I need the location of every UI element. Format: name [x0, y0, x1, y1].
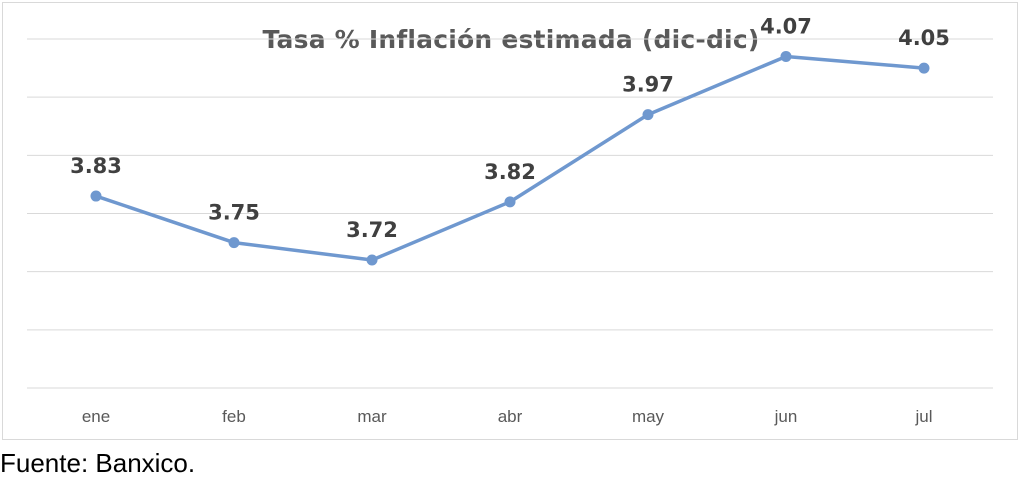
- series-line-layer: [94, 54, 926, 262]
- grid-lines: [27, 38, 993, 389]
- data-point: [918, 62, 930, 74]
- data-label: 3.75: [208, 201, 260, 225]
- chart-area: Tasa % Inflación estimada (dic-dic) ene f…: [2, 2, 1018, 440]
- data-point: [642, 109, 654, 121]
- x-tick-label: feb: [222, 407, 246, 426]
- data-label: 3.83: [70, 154, 122, 178]
- x-tick-label: mar: [357, 407, 387, 426]
- data-point: [504, 196, 516, 208]
- x-tick-labels: ene feb mar abr may jun jul: [82, 407, 933, 426]
- x-tick-label: jul: [914, 407, 932, 426]
- x-tick-label: abr: [498, 407, 523, 426]
- x-tick-label: may: [632, 407, 665, 426]
- data-label: 3.72: [346, 218, 398, 242]
- data-point: [90, 190, 102, 202]
- line-chart: ene feb mar abr may jun jul 3.833.753.723.823.…: [27, 14, 993, 426]
- source-note: Fuente: Banxico.: [0, 448, 196, 478]
- data-label: 3.97: [622, 73, 674, 97]
- data-point: [228, 237, 240, 249]
- data-point: [780, 50, 792, 62]
- data-point: [366, 254, 378, 266]
- data-labels: 3.83 3.75 3.72 3.82 3.97 4.07 4.05: [70, 14, 950, 242]
- x-tick-label: ene: [82, 407, 110, 426]
- x-tick-label: jun: [774, 407, 798, 426]
- data-markers: [90, 50, 930, 266]
- data-label: 3.82: [484, 160, 536, 184]
- data-label: 4.07: [760, 14, 812, 38]
- series-line: [94, 54, 926, 262]
- data-label: 4.05: [898, 26, 950, 50]
